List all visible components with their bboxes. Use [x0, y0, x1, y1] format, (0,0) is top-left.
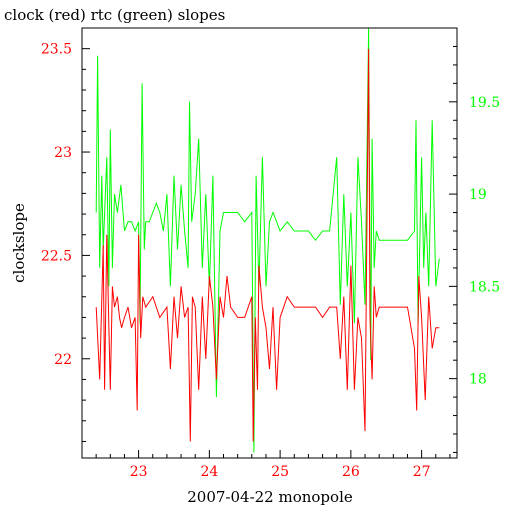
chart-title: clock (red) rtc (green) slopes [4, 6, 225, 24]
y-left-tick-label: 23 [54, 145, 72, 161]
x-axis: 23 24 25 26 27 [81, 450, 451, 480]
x-axis-label: 2007-04-22 monopole [187, 488, 353, 506]
clock-series [95, 48, 440, 442]
y-right-tick-label: 19.5 [469, 95, 500, 111]
y-left-tick-label: 22 [54, 352, 72, 368]
x-tick-label: 26 [342, 464, 360, 480]
y-left-tick-label: 23.5 [41, 42, 72, 58]
clock-line [95, 48, 440, 442]
y-axis-label: clockslope [10, 203, 28, 283]
plot-frame [81, 27, 458, 459]
x-tick-label: 27 [413, 464, 431, 480]
y-left-tick-label: 22.5 [41, 248, 72, 264]
x-tick-label: 23 [130, 464, 148, 480]
y-right-tick-label: 18 [469, 372, 487, 388]
rtc-series [95, 27, 440, 453]
left-y-axis: 22 22.5 23 23.5 [41, 27, 90, 442]
x-tick-label: 24 [200, 464, 218, 480]
x-tick-label: 25 [271, 464, 289, 480]
right-y-axis: 18 18.5 19 19.5 [449, 27, 500, 453]
rtc-line [95, 27, 440, 453]
plot-area [95, 27, 440, 453]
y-right-tick-label: 18.5 [469, 279, 500, 295]
y-right-tick-label: 19 [469, 187, 487, 203]
